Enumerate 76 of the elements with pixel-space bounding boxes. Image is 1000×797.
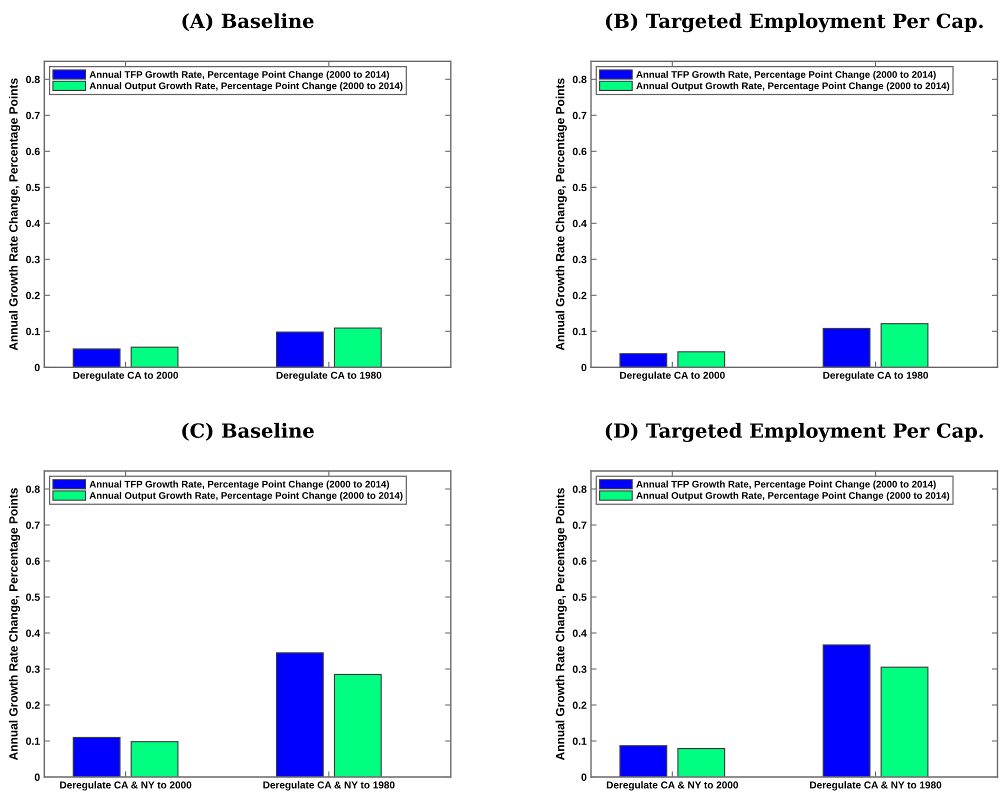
bar <box>880 666 928 777</box>
x-tick-label: Deregulate CA to 1980 <box>823 371 928 381</box>
y-tick-label: 0.2 <box>26 292 40 300</box>
bar <box>130 346 178 368</box>
y-tick-label: 0.6 <box>26 558 40 565</box>
y-tick-label: 0.4 <box>572 220 587 228</box>
bar <box>677 351 726 368</box>
bar <box>822 328 871 368</box>
y-axis-title: Annual Growth Rate Change, Percentage Points <box>556 78 567 350</box>
y-tick-label: 0.7 <box>572 112 586 120</box>
y-tick-label: 0.5 <box>572 184 587 192</box>
bar <box>130 741 178 777</box>
y-tick-label: 0 <box>581 774 586 781</box>
bar <box>72 736 121 777</box>
chart-title: (A) Baseline <box>182 13 314 31</box>
x-tick-label: Deregulate CA to 1980 <box>276 371 382 381</box>
y-tick-label: 0.1 <box>572 328 587 336</box>
legend-label: Annual TFP Growth Rate, Percentage Point Change (2000 to 2014) <box>90 70 390 80</box>
x-tick-label: Deregulate CA to 2000 <box>620 371 725 381</box>
bar <box>72 348 121 368</box>
bar <box>619 745 668 777</box>
y-tick-label: 0.2 <box>572 292 586 300</box>
y-tick-label: 0.8 <box>572 76 587 84</box>
y-tick-label: 0.8 <box>26 76 40 84</box>
y-tick-label: 0.3 <box>572 256 586 264</box>
y-tick-label: 0.4 <box>26 220 40 228</box>
y-tick-label: 0.7 <box>26 522 40 529</box>
y-tick-label: 0.8 <box>572 486 587 493</box>
y-tick-label: 0.2 <box>26 702 40 709</box>
y-tick-label: 0.3 <box>26 256 40 264</box>
legend-label: Annual TFP Growth Rate, Percentage Point Change (2000 to 2014) <box>636 480 936 490</box>
y-tick-label: 0 <box>34 364 40 372</box>
bar <box>276 652 324 777</box>
chart-title: (D) Targeted Employment Per Cap. <box>606 422 983 442</box>
legend-label: Annual Output Growth Rate, Percentage Point Change (2000 to 2014) <box>90 82 403 92</box>
y-tick-label: 0.7 <box>572 522 586 529</box>
y-tick-label: 0.8 <box>26 486 40 493</box>
y-tick-label: 0.1 <box>26 738 40 745</box>
y-tick-label: 0.4 <box>572 630 587 637</box>
legend-label: Annual Output Growth Rate, Percentage Point Change (2000 to 2014) <box>636 492 950 501</box>
x-tick-label: Deregulate CA & NY to 1980 <box>810 781 942 791</box>
y-tick-label: 0.7 <box>26 112 40 120</box>
bar <box>822 644 871 777</box>
y-tick-label: 0.3 <box>572 666 586 673</box>
y-tick-label: 0.6 <box>572 558 586 565</box>
y-axis-title: Annual Growth Rate Change, Percentage Points <box>556 488 567 760</box>
legend-label: Annual TFP Growth Rate, Percentage Point Change (2000 to 2014) <box>636 70 936 80</box>
y-tick-label: 0.1 <box>26 328 40 336</box>
y-axis-title: Annual Growth Rate Change, Percentage Points <box>8 488 20 760</box>
legend-label: Annual Output Growth Rate, Percentage Point Change (2000 to 2014) <box>90 492 403 501</box>
y-tick-label: 0.2 <box>572 702 586 709</box>
bar <box>880 323 928 368</box>
x-tick-label: Deregulate CA to 2000 <box>73 371 178 381</box>
bar <box>619 353 668 368</box>
chart-title: (C) Baseline <box>182 422 314 441</box>
y-tick-label: 0.3 <box>26 666 40 673</box>
bar <box>677 748 726 777</box>
y-tick-label: 0 <box>581 364 586 372</box>
y-tick-label: 0.5 <box>26 184 40 192</box>
y-tick-label: 0 <box>34 774 40 781</box>
y-tick-label: 0.5 <box>572 594 587 601</box>
x-tick-label: Deregulate CA & NY to 1980 <box>263 781 395 791</box>
y-axis-title: Annual Growth Rate Change, Percentage Points <box>8 78 20 350</box>
y-tick-label: 0.5 <box>26 594 40 601</box>
legend-label: Annual Output Growth Rate, Percentage Point Change (2000 to 2014) <box>636 82 950 92</box>
x-tick-label: Deregulate CA & NY to 2000 <box>606 781 738 791</box>
y-tick-label: 0.1 <box>572 738 587 745</box>
x-tick-label: Deregulate CA & NY to 2000 <box>60 781 192 791</box>
y-tick-label: 0.4 <box>26 630 40 637</box>
bar <box>334 328 382 368</box>
legend-label: Annual TFP Growth Rate, Percentage Point Change (2000 to 2014) <box>90 480 390 490</box>
bar <box>276 331 324 368</box>
y-tick-label: 0.6 <box>26 148 40 156</box>
chart-title: (B) Targeted Employment Per Cap. <box>606 13 983 32</box>
y-tick-label: 0.6 <box>572 148 586 156</box>
bar <box>334 674 382 777</box>
